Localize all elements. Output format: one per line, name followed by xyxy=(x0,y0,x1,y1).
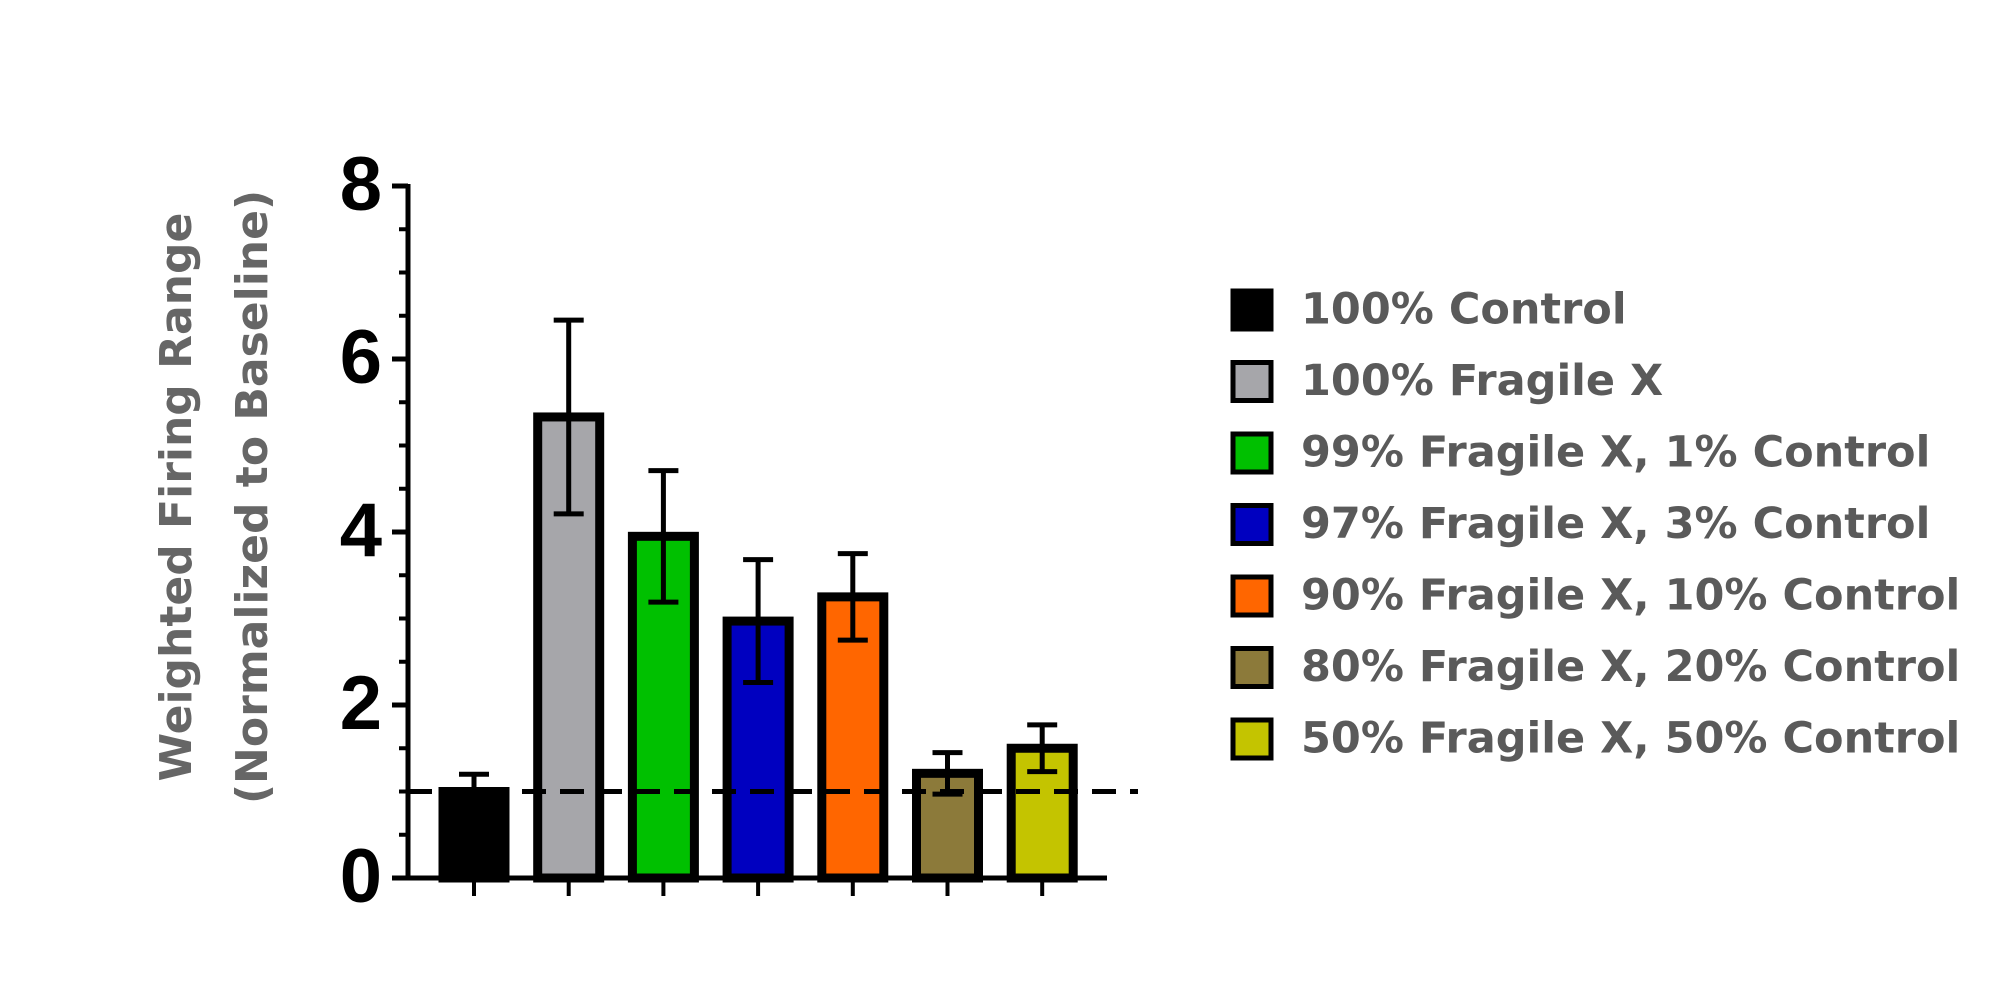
legend-swatch xyxy=(1230,574,1274,618)
legend-label: 97% Fragile X, 3% Control xyxy=(1301,499,1930,549)
y-tick-label: 2 xyxy=(340,661,382,746)
y-axis-title: Weighted Firing Range xyxy=(151,213,202,782)
y-tick-label: 4 xyxy=(340,488,382,573)
y-axis-title: (Normalized to Baseline) xyxy=(227,190,278,804)
legend-swatch xyxy=(1230,288,1274,332)
bar xyxy=(817,592,889,883)
legend-swatch xyxy=(1230,503,1274,546)
y-axis-title-line: Weighted Firing Range xyxy=(151,213,202,782)
legend-swatch xyxy=(1230,717,1274,761)
y-axis-title-line: (Normalized to Baseline) xyxy=(227,190,278,804)
legend-label: 90% Fragile X, 10% Control xyxy=(1301,571,1960,621)
legend-swatch xyxy=(1230,431,1274,475)
legend-label: 100% Fragile X xyxy=(1301,356,1663,406)
y-tick-label: 8 xyxy=(340,142,382,227)
legend-label: 50% Fragile X, 50% Control xyxy=(1301,714,1960,764)
y-tick-label: 0 xyxy=(340,834,382,919)
legend-label: 80% Fragile X, 20% Control xyxy=(1301,642,1960,692)
legend-label: 99% Fragile X, 1% Control xyxy=(1301,428,1930,478)
legend-swatch xyxy=(1230,646,1274,689)
y-tick-label: 6 xyxy=(340,315,382,400)
legend-swatch xyxy=(1230,360,1274,403)
legend-label: 100% Control xyxy=(1301,285,1627,335)
